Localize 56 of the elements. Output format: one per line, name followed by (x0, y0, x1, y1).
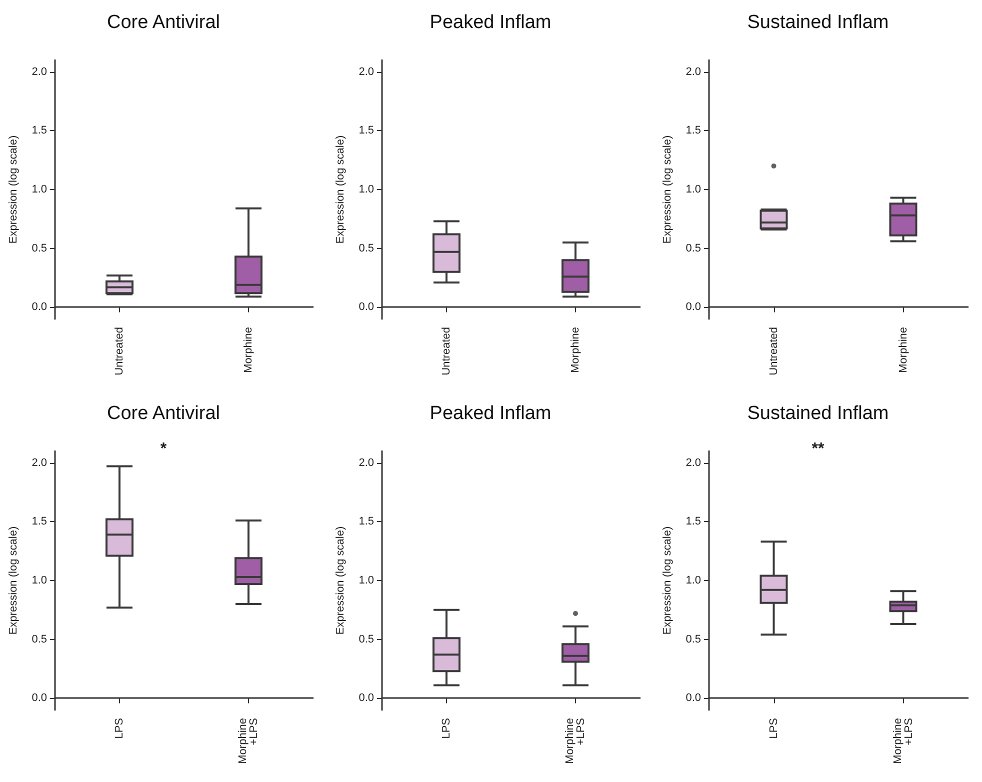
y-tick-label: 0.5 (358, 633, 374, 646)
y-tick-label: 2.0 (358, 66, 374, 78)
y-axis-title: Expression (log scale) (8, 526, 20, 635)
y-tick-label: 1.5 (358, 124, 374, 137)
y-tick-label: 1.5 (32, 516, 47, 528)
chart-title: Core Antiviral (107, 403, 220, 424)
y-tick-label: 2.0 (32, 456, 47, 469)
y-tick-label: 0.5 (358, 242, 374, 254)
chart-title: Peaked Inflam (430, 12, 552, 33)
y-tick-label: 1.0 (358, 184, 374, 196)
x-tick-label: Untreated (114, 327, 126, 376)
y-tick-label: 0.5 (32, 242, 47, 254)
y-tick-label: 1.0 (358, 574, 374, 586)
x-tick-label: Morphine +LPS (892, 718, 915, 764)
chart-title: Peaked Inflam (430, 403, 552, 424)
annotation: * (160, 440, 168, 458)
y-tick-label: 1.5 (32, 124, 47, 137)
x-tick-label: Morphine (897, 327, 910, 373)
chart-title: Sustained Inflam (747, 12, 889, 33)
x-tick-label: Morphine +LPS (564, 718, 587, 764)
y-tick-label: 0.0 (686, 692, 701, 704)
y-axis-title: Expression (log scale) (334, 526, 346, 635)
y-axis-title: Expression (log scale) (8, 135, 20, 244)
chart-title: Core Antiviral (107, 12, 220, 33)
x-tick-label: LPS (768, 718, 780, 739)
x-tick-label: LPS (440, 718, 452, 739)
y-axis-title: Expression (log scale) (334, 135, 346, 244)
y-tick-label: 1.5 (686, 124, 701, 137)
x-tick-label: Untreated (768, 327, 780, 376)
y-tick-label: 0.5 (686, 633, 701, 646)
x-tick-label: Untreated (440, 327, 452, 376)
y-tick-label: 1.5 (358, 516, 374, 528)
y-tick-label: 0.0 (686, 301, 701, 314)
x-tick-label: Morphine (242, 327, 254, 373)
y-tick-label: 1.0 (32, 184, 47, 196)
y-tick-label: 2.0 (686, 456, 701, 469)
y-tick-label: 0.0 (32, 692, 47, 704)
y-axis-title: Expression (log scale) (662, 526, 674, 635)
y-axis-title: Expression (log scale) (662, 135, 674, 244)
y-tick-label: 1.5 (686, 516, 701, 528)
annotation: ** (812, 440, 825, 458)
y-tick-label: 2.0 (32, 66, 47, 78)
x-tick-label: Morphine +LPS (237, 718, 260, 764)
x-tick-label: Morphine (570, 327, 582, 373)
y-tick-label: 2.0 (686, 66, 701, 78)
y-tick-label: 0.0 (358, 692, 374, 704)
y-tick-label: 0.0 (32, 301, 47, 314)
y-tick-label: 0.5 (686, 242, 701, 254)
y-tick-label: 1.0 (686, 574, 701, 586)
y-tick-label: 1.0 (686, 184, 701, 196)
y-tick-label: 1.0 (32, 574, 47, 586)
y-tick-label: 2.0 (358, 456, 374, 469)
x-tick-label: LPS (114, 718, 126, 739)
y-tick-label: 0.5 (32, 633, 47, 646)
y-tick-label: 0.0 (358, 301, 374, 314)
chart-title: Sustained Inflam (747, 403, 889, 424)
